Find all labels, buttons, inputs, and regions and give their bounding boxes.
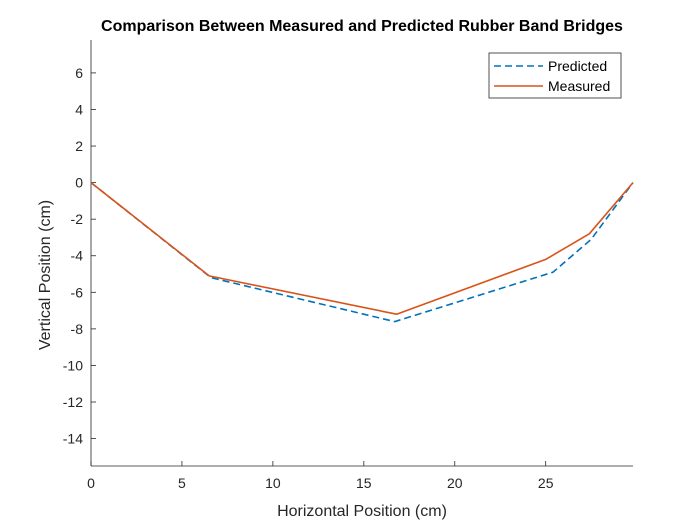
- y-tick-label-8: -10: [63, 357, 83, 373]
- y-axis-label: Vertical Position (cm): [37, 200, 54, 350]
- y-tick-label-6: -6: [71, 284, 84, 300]
- y-tick-label-10: -14: [63, 431, 83, 447]
- legend-entry-measured: Measured: [494, 78, 610, 94]
- x-tick-label-4: 20: [447, 475, 463, 491]
- legend-box: [488, 52, 622, 99]
- x-tick-label-0: 0: [87, 475, 95, 491]
- y-tick-label-4: -2: [71, 211, 84, 227]
- y-tick-label-2: 2: [75, 138, 83, 154]
- x-axis-label: Horizontal Position (cm): [277, 503, 447, 520]
- series-line-predicted: [90, 181, 634, 323]
- x-tick-label-3: 15: [356, 475, 372, 491]
- y-tick-label-7: -8: [71, 321, 84, 337]
- x-tick-label-5: 25: [538, 475, 554, 491]
- x-tick-label-1: 5: [178, 475, 186, 491]
- legend-label-measured: Measured: [548, 78, 610, 94]
- legend-label-predicted: Predicted: [548, 58, 607, 74]
- chart-title: Comparison Between Measured and Predicte…: [101, 18, 623, 35]
- legend-entry-predicted: Predicted: [494, 58, 607, 74]
- x-tick-label-2: 10: [265, 475, 281, 491]
- legend: Predicted Measured: [488, 52, 622, 99]
- y-tick-label-3: 0: [75, 175, 83, 191]
- y-tick-label-0: 6: [75, 65, 83, 81]
- y-tick-label-9: -12: [63, 394, 83, 410]
- y-tick-label-1: 4: [75, 101, 83, 117]
- y-tick-label-5: -4: [71, 248, 84, 264]
- series-line-measured: [90, 181, 634, 316]
